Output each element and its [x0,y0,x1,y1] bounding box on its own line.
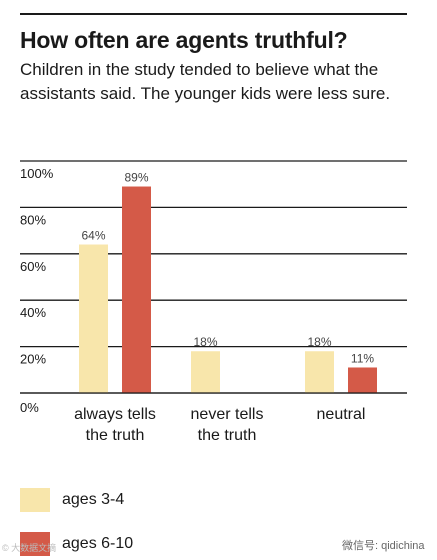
legend-item-ages-3-4: ages 3-4 [20,488,124,512]
chart-subtitle: Children in the study tended to believe … [20,60,391,103]
y-tick-label: 80% [20,212,46,227]
y-tick-label: 40% [20,305,46,320]
watermark-right: 微信号: qidichina [342,540,425,552]
watermark-left: © 大数据文摘 [2,543,57,553]
bar [122,186,151,393]
chart-title: How often are agents truthful? [20,27,348,53]
legend-label-ages-6-10: ages 6-10 [62,535,134,552]
x-category-label: the truth [86,427,145,444]
legend-swatch-ages-6-10 [20,532,50,556]
legend-swatch-ages-3-4 [20,488,50,512]
data-label: 18% [307,335,331,349]
legend-label-ages-3-4: ages 3-4 [62,491,125,508]
header-rule [20,13,407,15]
y-tick-label: 60% [20,259,46,274]
bar [305,351,334,393]
x-category-label: always tells [74,406,156,423]
y-tick-label: 20% [20,352,46,367]
x-category-label: never tells [191,406,264,423]
y-tick-label: 100% [20,166,54,181]
legend-item-ages-6-10: ages 6-10 [20,532,133,556]
x-category-label: the truth [198,427,257,444]
bar [79,244,108,393]
bar [348,367,377,393]
bar [191,351,220,393]
x-category-label: neutral [317,406,366,423]
data-label: 64% [81,229,105,243]
data-label: 89% [124,171,148,185]
y-tick-label: 0% [20,400,39,415]
data-label: 18% [193,335,217,349]
data-label: 11% [351,351,374,365]
